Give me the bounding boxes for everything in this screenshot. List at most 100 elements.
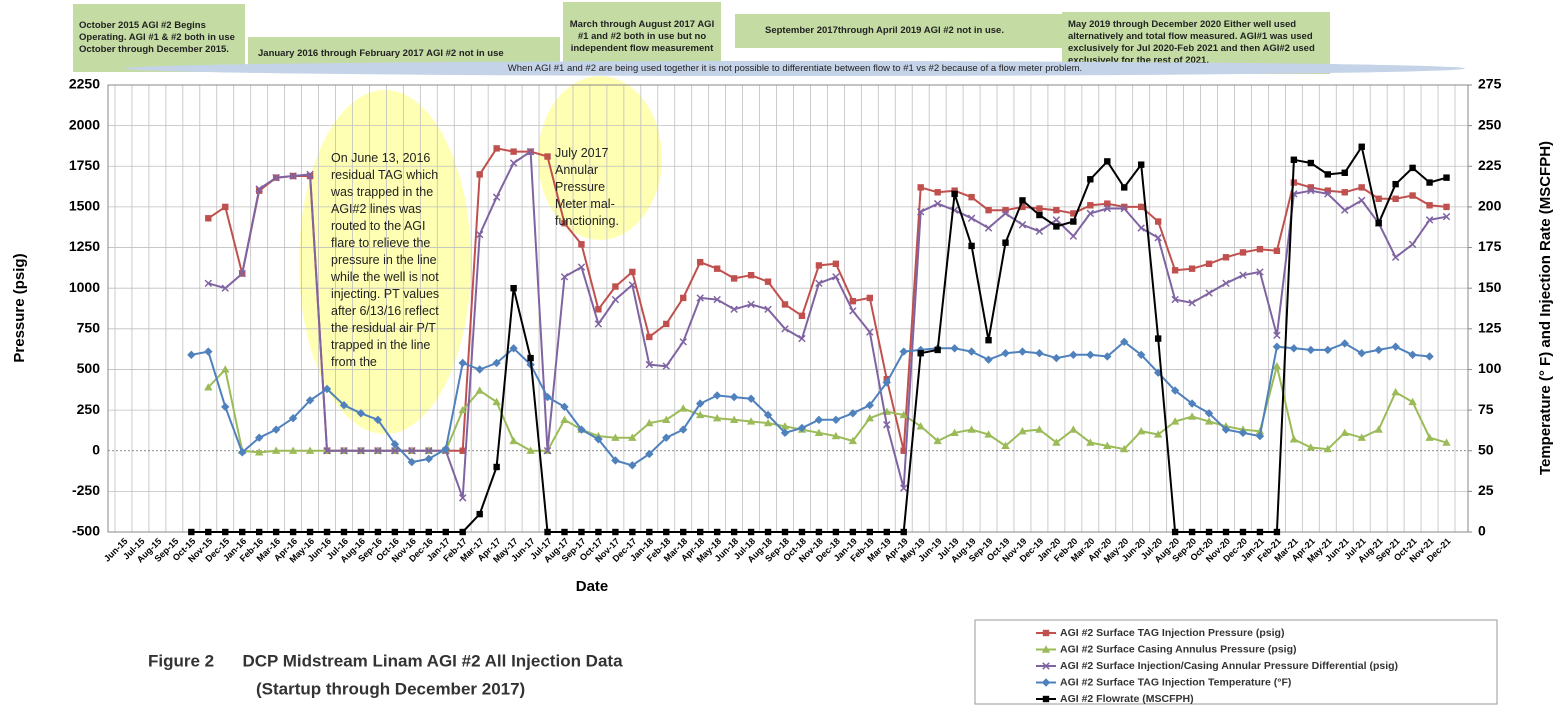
marker [1187,412,1197,420]
marker [900,447,907,454]
marker [475,365,484,374]
marker [1035,425,1044,433]
marker [526,446,535,454]
marker [984,224,993,232]
marker [712,414,722,422]
y-tick-label: 0 [92,441,100,457]
marker [1120,444,1129,453]
marker [1391,388,1400,396]
marker [288,446,298,454]
marker [424,454,433,464]
marker [611,433,620,441]
marker [1341,189,1348,196]
marker [425,528,432,536]
marker [729,415,739,424]
marker [1442,212,1451,221]
marker [205,528,212,536]
marker [306,170,314,179]
marker [1154,218,1162,225]
marker [1104,200,1111,207]
marker [1001,209,1010,218]
marker [1018,347,1027,356]
marker [1408,397,1417,406]
marker [713,295,721,304]
marker [865,414,875,422]
marker [1222,528,1230,536]
marker [662,415,671,424]
annotation-text: On June 13, 2016 residual TAG which was … [331,151,440,369]
marker [560,415,569,424]
marker [849,297,857,305]
legend-marker [1041,678,1051,687]
marker [323,528,331,536]
marker [289,172,297,180]
marker [1120,337,1129,347]
marker [866,528,874,536]
marker [747,528,755,536]
y-tick-label: 2000 [69,116,100,132]
marker [254,448,264,456]
marker [187,350,196,360]
annotation-box: September 2017through April 2019 AGI #2 … [735,14,1065,48]
y-tick-label: 250 [77,401,101,417]
y2-tick-label: 50 [1478,441,1494,457]
marker [1188,299,1196,307]
marker [917,350,924,357]
y-axis-label: Pressure (psig) [11,253,28,362]
marker [1374,345,1383,355]
marker [1256,528,1264,536]
marker [272,173,280,182]
annotation-box: October 2015 AGI #2 Begins Operating. AG… [73,4,245,72]
marker [1273,528,1281,536]
marker [696,258,704,266]
marker [475,230,484,239]
marker [357,528,365,536]
marker [239,528,246,536]
marker [188,528,195,536]
marker [204,347,213,356]
marker [323,446,331,455]
marker [900,528,907,536]
marker [408,528,416,536]
marker [238,269,246,278]
marker [866,328,874,336]
legend-box [974,619,1498,705]
marker [1272,362,1282,370]
marker [1256,268,1264,276]
marker [1408,350,1417,360]
marker [1340,339,1349,348]
marker [1256,245,1264,253]
marker [695,399,705,408]
marker [815,528,823,536]
marker [984,355,993,364]
marker [255,528,263,536]
marker [1357,433,1366,441]
marker [832,528,840,536]
marker [1425,352,1434,361]
marker [1087,176,1094,183]
marker [510,148,517,155]
legend-label: AGI #2 Flowrate (MSCFPH) [1060,693,1194,705]
marker [951,190,958,198]
marker [780,422,790,430]
grid [108,84,1468,533]
marker [832,273,840,281]
marker [663,320,670,328]
y-tick-label: -500 [72,523,100,539]
marker [1188,528,1196,536]
marker [967,425,976,433]
marker [1222,254,1230,261]
marker [933,436,942,445]
marker [1069,425,1078,433]
marker [713,528,721,536]
marker [340,528,348,536]
marker [543,392,552,402]
marker [1443,203,1450,211]
y2-tick-label: 125 [1478,320,1502,336]
marker [815,279,823,288]
marker [577,263,586,271]
marker [1426,202,1433,209]
marker [1425,433,1434,441]
legend-marker [1042,662,1050,670]
marker [595,306,602,313]
